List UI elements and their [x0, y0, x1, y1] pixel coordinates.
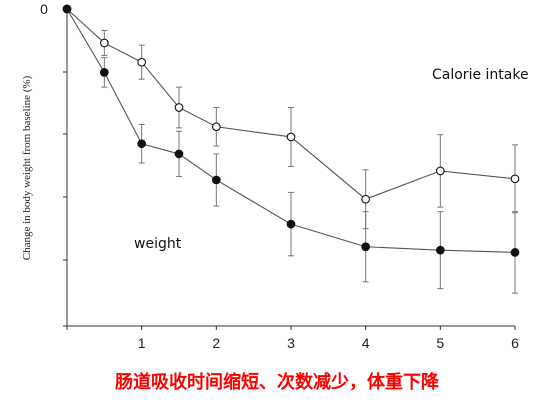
data-point-weight	[137, 139, 147, 149]
data-point-weight	[510, 248, 520, 257]
x-tick-label-1: 1	[138, 335, 146, 351]
data-point-calorie-intake	[99, 38, 109, 48]
data-point-calorie-intake	[361, 194, 371, 204]
x-tick-label-5: 5	[436, 335, 444, 351]
x-tick-label-3: 3	[287, 335, 295, 351]
y-axis-label: Change in body weight from baseline (%)	[21, 75, 33, 260]
data-point-weight	[435, 245, 445, 255]
data-point-weight	[361, 242, 371, 252]
data-point-calorie-intake	[211, 122, 221, 132]
data-point-calorie-intake	[174, 103, 184, 112]
data-point-weight	[286, 219, 296, 229]
data-point-calorie-intake	[286, 132, 296, 142]
axes: 0 1 2 3 4 5 6	[40, 1, 519, 351]
data-point-calorie-intake	[435, 166, 445, 176]
data-point-weight	[62, 4, 72, 14]
x-tick-label-6: 6	[511, 335, 519, 351]
data-point-calorie-intake	[510, 174, 520, 184]
data-point-weight	[211, 175, 221, 185]
series-label-calorie-intake: Calorie intake	[432, 67, 529, 83]
y-tick-label-0: 0	[40, 1, 48, 17]
series-weight	[62, 4, 520, 294]
line-chart: 0 1 2 3 4 5 6 Change in body weight from basel…	[21, 1, 529, 351]
x-tick-label-4: 4	[362, 335, 370, 351]
data-point-calorie-intake	[137, 57, 147, 67]
data-point-weight	[99, 68, 109, 77]
caption: 肠道吸收时间缩短、次数减少，体重下降	[115, 372, 439, 393]
series-line-calorie-intake	[66, 8, 516, 200]
x-tick-label-2: 2	[212, 335, 220, 351]
series-label-weight: weight	[134, 236, 182, 252]
data-point-weight	[174, 149, 184, 159]
series-layer	[62, 4, 520, 294]
